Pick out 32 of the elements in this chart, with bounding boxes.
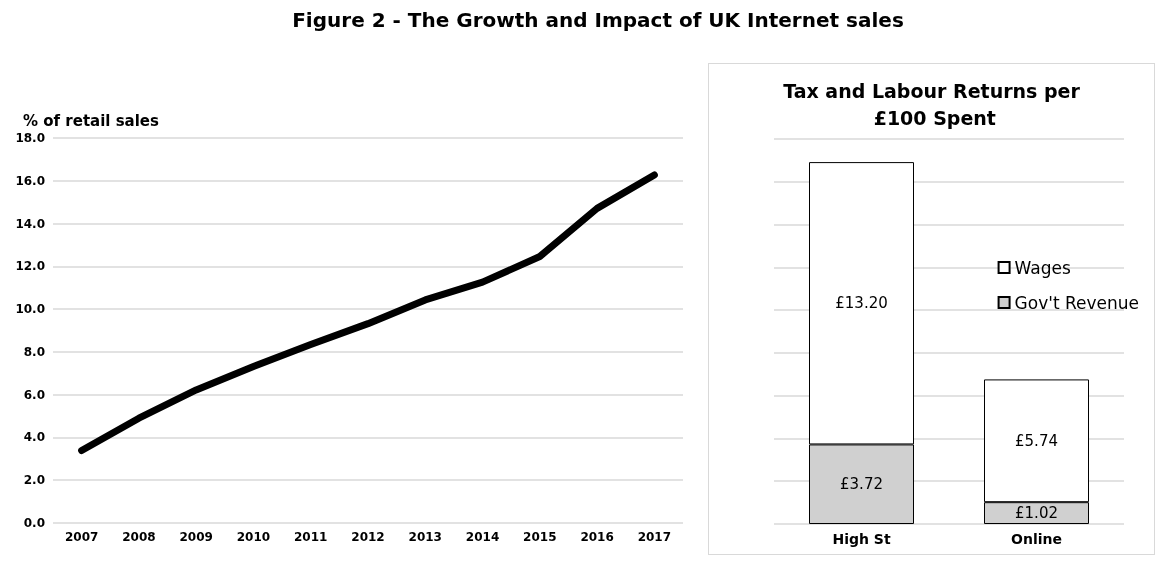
x-tick-label: 2017	[637, 530, 672, 544]
y-tick-label: 10.0	[15, 302, 45, 317]
legend-label: Gov't Revenue	[1014, 292, 1140, 313]
x-tick-label: 2014	[465, 530, 500, 544]
x-tick-label: 2009	[179, 530, 213, 544]
x-tick-label: 2013	[408, 530, 442, 544]
y-tick-label: 14.0	[15, 216, 45, 231]
legend-label: Wages	[1014, 257, 1071, 278]
x-tick-label: 2008	[122, 530, 156, 544]
chart-title: Tax and Labour Returns per £100 Spent	[783, 79, 1081, 129]
data-label: £1.02	[1015, 504, 1058, 523]
y-tick-label: 18.0	[15, 131, 45, 145]
x-tick-label: 2016	[580, 530, 614, 544]
y-tick-label: 4.0	[23, 430, 45, 445]
x-tick-label: High St	[832, 531, 891, 547]
x-tick-label: 2015	[523, 530, 557, 544]
y-tick-label: 12.0	[15, 259, 45, 274]
data-label: £5.74	[1015, 431, 1058, 450]
y-tick-label: 8.0	[23, 344, 45, 359]
data-label: £13.20	[835, 294, 888, 313]
x-tick-label: 2011	[294, 530, 328, 544]
chart-title: Figure 2 - The Growth and Impact of UK Internet sales	[291, 8, 905, 32]
y-tick-label: 2.0	[23, 473, 45, 488]
y-tick-label: 0.0	[23, 516, 45, 530]
x-tick-label: 2012	[351, 530, 385, 544]
y-tick-label: 16.0	[15, 173, 45, 188]
y-axis-title: % of retail sales	[23, 111, 160, 130]
x-tick-label: Online	[1011, 531, 1062, 547]
y-tick-label: 6.0	[23, 387, 45, 402]
x-tick-label: 2010	[236, 530, 271, 544]
x-tick-label: 2007	[64, 530, 99, 544]
data-label: £3.72	[840, 475, 883, 494]
